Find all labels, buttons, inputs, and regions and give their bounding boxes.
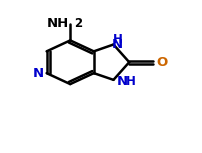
- Text: NH: NH: [47, 17, 69, 30]
- Text: N: N: [116, 75, 127, 88]
- Text: 2: 2: [74, 17, 82, 30]
- Text: O: O: [156, 56, 167, 69]
- Text: H: H: [112, 33, 122, 46]
- Text: N: N: [111, 38, 122, 51]
- Text: N: N: [33, 67, 44, 80]
- Text: H: H: [125, 75, 135, 88]
